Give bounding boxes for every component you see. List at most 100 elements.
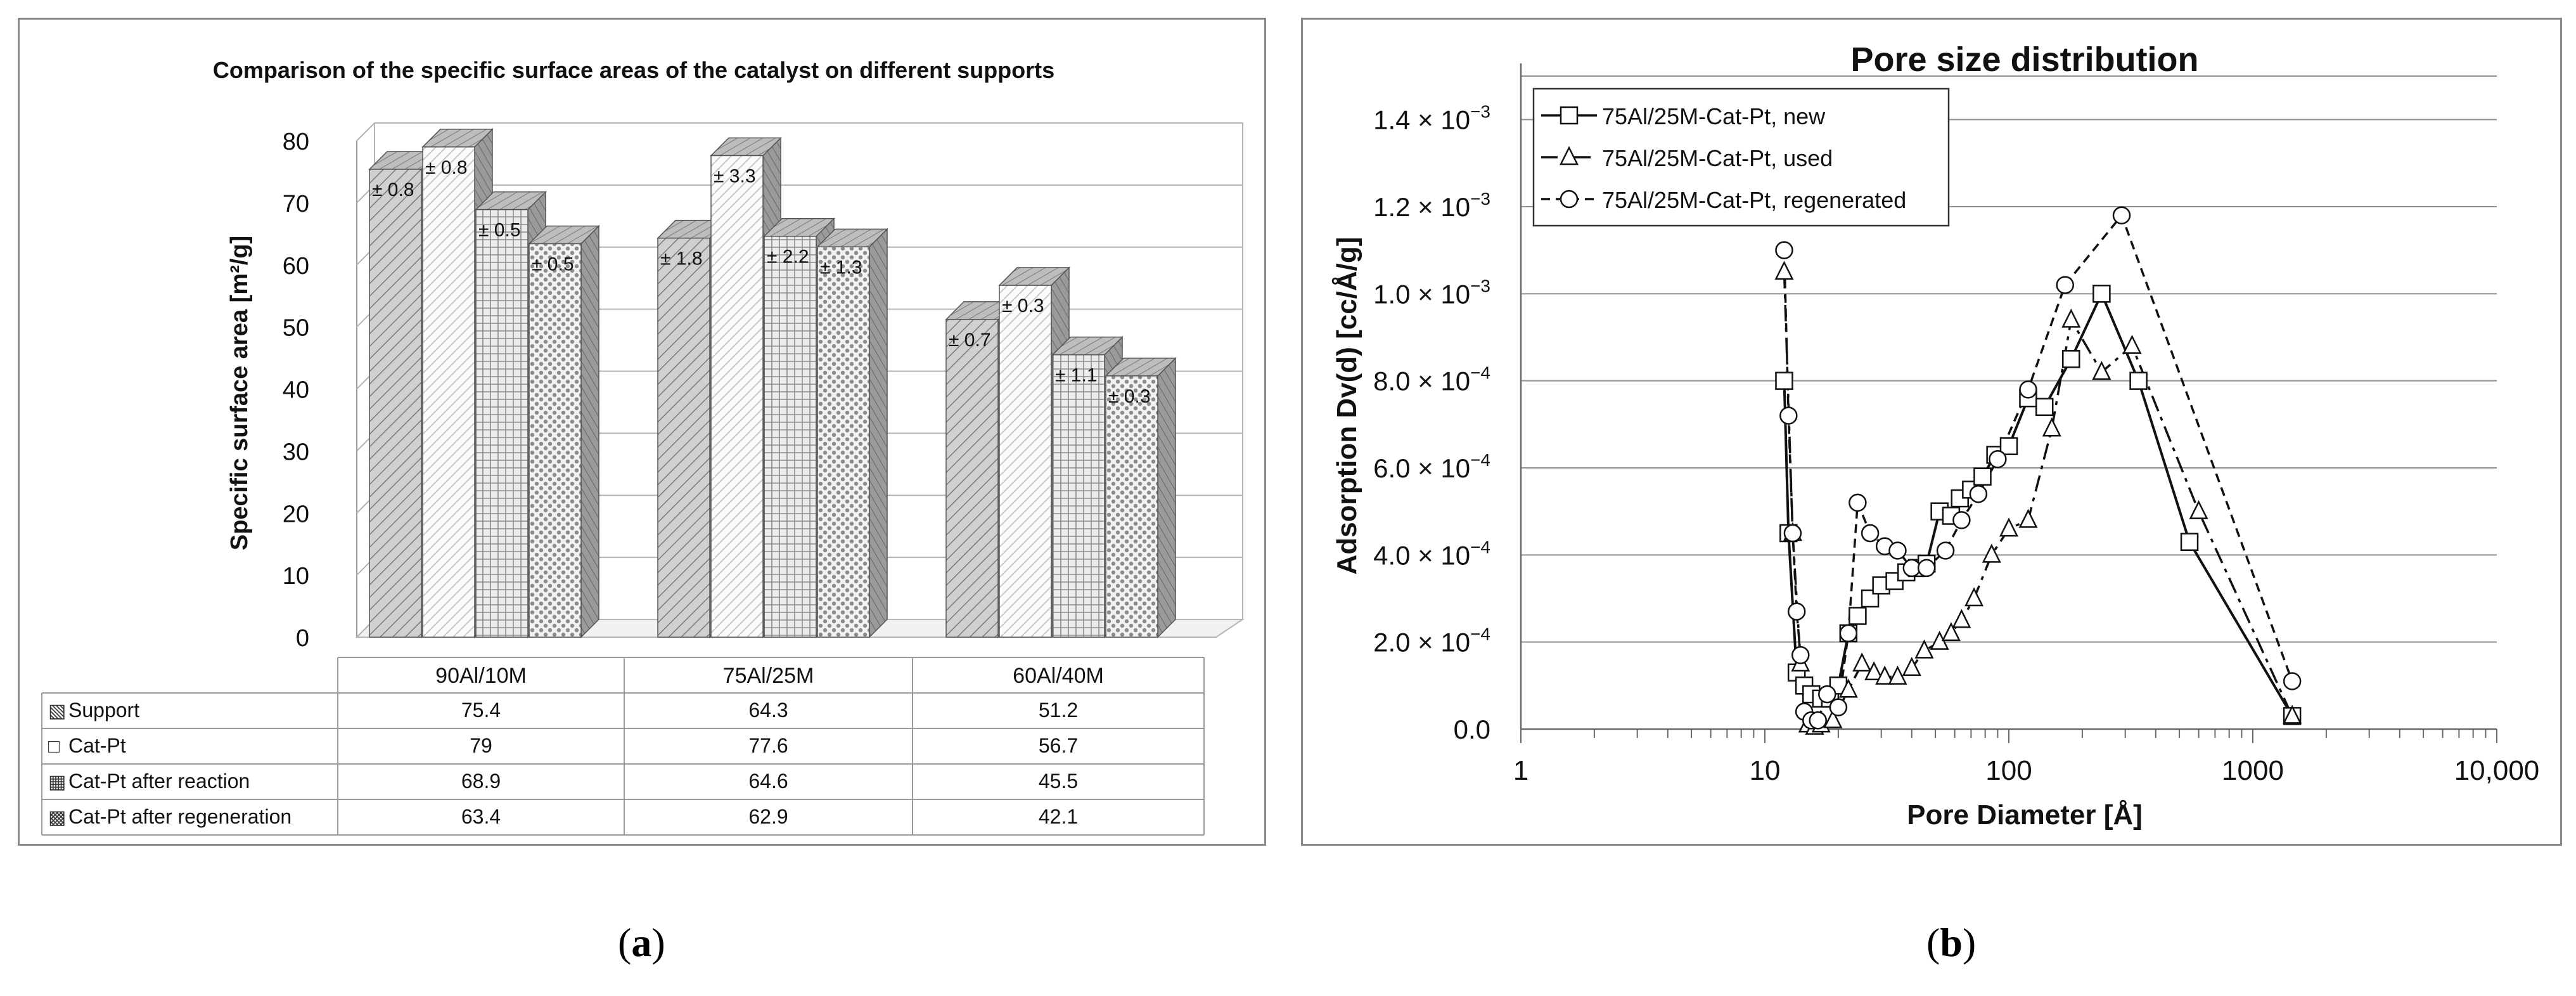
chart-a-bar bbox=[816, 228, 888, 638]
chart-b-marker-circle bbox=[1839, 624, 1858, 643]
chart-b-marker-triangle bbox=[1888, 665, 1907, 685]
chart-b-marker-circle bbox=[2019, 380, 2037, 399]
chart-b-marker-circle bbox=[1560, 190, 1579, 209]
chart-b-y-tick-label: 1.0 × 10−3 bbox=[1373, 276, 1490, 309]
chart-b-marker-circle bbox=[1779, 406, 1798, 425]
chart-a-y-tick-label: 40 bbox=[283, 377, 309, 404]
chart-b-marker-square bbox=[2180, 533, 2199, 551]
chart-b-marker-triangle bbox=[1559, 146, 1579, 165]
chart-a-y-tick-label: 60 bbox=[283, 253, 309, 280]
chart-a-y-tick-label: 80 bbox=[283, 129, 309, 155]
chart-b-marker-circle bbox=[1775, 241, 1793, 259]
chart-b-marker-square bbox=[2129, 372, 2148, 390]
chart-a-bar bbox=[1105, 357, 1177, 638]
chart-b-marker-triangle bbox=[1875, 665, 1895, 685]
chart-b-marker-square bbox=[2092, 285, 2111, 303]
chart-b-x-tick-label: 100 bbox=[1985, 755, 2032, 786]
chart-a-error-label: ± 0.5 bbox=[478, 220, 521, 241]
chart-b-x-tick-label: 1 bbox=[1513, 755, 1528, 786]
chart-b-marker-circle bbox=[1989, 450, 2007, 469]
chart-b-marker-triangle bbox=[2018, 508, 2038, 528]
chart-a-title: Comparison of the specific surface areas… bbox=[213, 57, 1054, 83]
chart-b-marker-square bbox=[2062, 350, 2080, 368]
caption-a: (a) bbox=[618, 920, 665, 965]
chart-a-y-axis-label: Specific surface area [m²/g] bbox=[226, 236, 253, 550]
chart-b-marker-square bbox=[1999, 437, 2018, 455]
chart-b-marker-circle bbox=[1818, 685, 1836, 704]
chart-b-y-tick-label: 6.0 × 10−4 bbox=[1373, 450, 1490, 483]
chart-b-marker-circle bbox=[1952, 511, 1971, 529]
chart-a-y-tick-label: 30 bbox=[283, 439, 309, 465]
chart-b-x-tick-label: 10 bbox=[1750, 755, 1781, 786]
chart-b-marker-triangle bbox=[1914, 639, 1934, 659]
chart-b-marker-triangle bbox=[2061, 308, 2081, 328]
chart-b-x-tick-label: 10,000 bbox=[2454, 755, 2540, 786]
chart-b-marker-circle bbox=[1969, 484, 1988, 503]
chart-b-marker-circle bbox=[1902, 559, 1921, 578]
chart-b-marker-circle bbox=[1888, 541, 1907, 560]
chart-b-marker-triangle bbox=[1823, 709, 1843, 728]
chart-b-marker-triangle bbox=[2189, 500, 2208, 519]
chart-b-marker-triangle bbox=[1774, 261, 1794, 280]
chart-b-x-axis-label: Pore Diameter [Å] bbox=[1907, 799, 2143, 831]
chart-b-marker-circle bbox=[2283, 672, 2302, 690]
chart-b-marker-triangle bbox=[1952, 609, 1971, 628]
chart-a-category-label: 90Al/10M bbox=[435, 664, 527, 688]
chart-b-marker-triangle bbox=[1852, 652, 1872, 672]
chart-a-legend-label: Cat-Pt after regeneration bbox=[68, 805, 292, 828]
chart-a-table-cell: 68.9 bbox=[461, 770, 501, 792]
chart-b-marker-triangle bbox=[1941, 622, 1961, 642]
chart-a-table-cell: 75.4 bbox=[461, 699, 501, 721]
chart-b-marker-circle bbox=[1809, 711, 1827, 730]
chart-b-y-tick-label: 2.0 × 10−4 bbox=[1373, 624, 1490, 657]
chart-b-legend-label: 75Al/25M-Cat-Pt, new bbox=[1602, 103, 1826, 129]
chart-a-table-cell: 63.4 bbox=[461, 805, 501, 828]
chart-a-error-label: ± 0.7 bbox=[949, 330, 991, 351]
chart-a-y-tick-label: 70 bbox=[283, 191, 309, 217]
chart-a-table-cell: 64.6 bbox=[748, 770, 788, 792]
chart-a-legend-marker: □ bbox=[48, 736, 60, 757]
chart-b-title: Pore size distribution bbox=[1850, 41, 2198, 79]
chart-a-legend-label: Support bbox=[68, 699, 139, 721]
chart-b-legend-label: 75Al/25M-Cat-Pt, used bbox=[1602, 145, 1833, 171]
chart-b-y-tick-label: 0.0 bbox=[1454, 715, 1490, 744]
chart-b-marker-circle bbox=[1787, 602, 1806, 621]
chart-b-y-tick-label: 4.0 × 10−4 bbox=[1373, 537, 1490, 570]
chart-a-error-label: ± 0.3 bbox=[1108, 386, 1151, 407]
chart-b-marker-triangle bbox=[1999, 517, 2019, 537]
chart-a-error-label: ± 1.8 bbox=[660, 249, 703, 269]
chart-b-marker-circle bbox=[1849, 493, 1867, 512]
chart-b-marker-triangle bbox=[1864, 661, 1884, 680]
chart-b-marker-triangle bbox=[2042, 417, 2061, 437]
chart-a-legend-label: Cat-Pt after reaction bbox=[68, 770, 250, 792]
chart-b-marker-square bbox=[2035, 398, 2054, 417]
caption-b: (b) bbox=[1926, 920, 1977, 965]
chart-b-marker-circle bbox=[2112, 206, 2131, 224]
chart-a-error-label: ± 0.8 bbox=[425, 157, 468, 178]
chart-a-legend-label: Cat-Pt bbox=[68, 734, 126, 757]
chart-b-marker-circle bbox=[1783, 524, 1802, 543]
chart-a-table-cell: 64.3 bbox=[748, 699, 788, 721]
chart-a-category-label: 75Al/25M bbox=[723, 664, 814, 688]
chart-b-marker-triangle bbox=[2122, 334, 2142, 354]
chart-a-error-label: ± 0.3 bbox=[1002, 295, 1044, 316]
chart-a-legend-marker: ▧ bbox=[48, 701, 66, 721]
chart-a-y-tick-label: 10 bbox=[283, 563, 309, 590]
chart-b-marker-square bbox=[1775, 372, 1793, 390]
chart-a-table-cell: 56.7 bbox=[1039, 734, 1078, 757]
chart-a-error-label: ± 3.3 bbox=[714, 165, 756, 186]
chart-b-legend-label: 75Al/25M-Cat-Pt, regenerated bbox=[1602, 187, 1906, 213]
chart-b-marker-triangle bbox=[2092, 361, 2111, 380]
chart-b-legend-box bbox=[1532, 87, 1950, 227]
chart-b-marker-square bbox=[1560, 106, 1579, 125]
chart-b-x-tick-label: 1000 bbox=[2222, 755, 2284, 786]
chart-a-error-label: ± 1.3 bbox=[820, 257, 862, 278]
chart-b-marker-triangle bbox=[1902, 657, 1921, 676]
chart-a-table-cell: 51.2 bbox=[1039, 699, 1078, 721]
chart-b-marker-triangle bbox=[1964, 587, 1984, 607]
chart-a-category-label: 60Al/40M bbox=[1013, 664, 1104, 688]
chart-a-error-label: ± 0.5 bbox=[532, 254, 574, 275]
chart-a-table-cell: 62.9 bbox=[748, 805, 788, 828]
chart-b-marker-triangle bbox=[1838, 678, 1858, 698]
